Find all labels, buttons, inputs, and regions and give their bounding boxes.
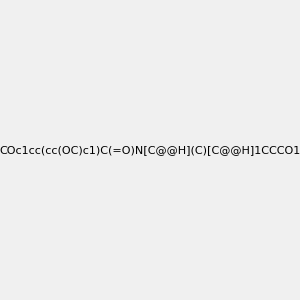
Text: COc1cc(cc(OC)c1)C(=O)N[C@@H](C)[C@@H]1CCCO1: COc1cc(cc(OC)c1)C(=O)N[C@@H](C)[C@@H]1CC… (0, 145, 300, 155)
